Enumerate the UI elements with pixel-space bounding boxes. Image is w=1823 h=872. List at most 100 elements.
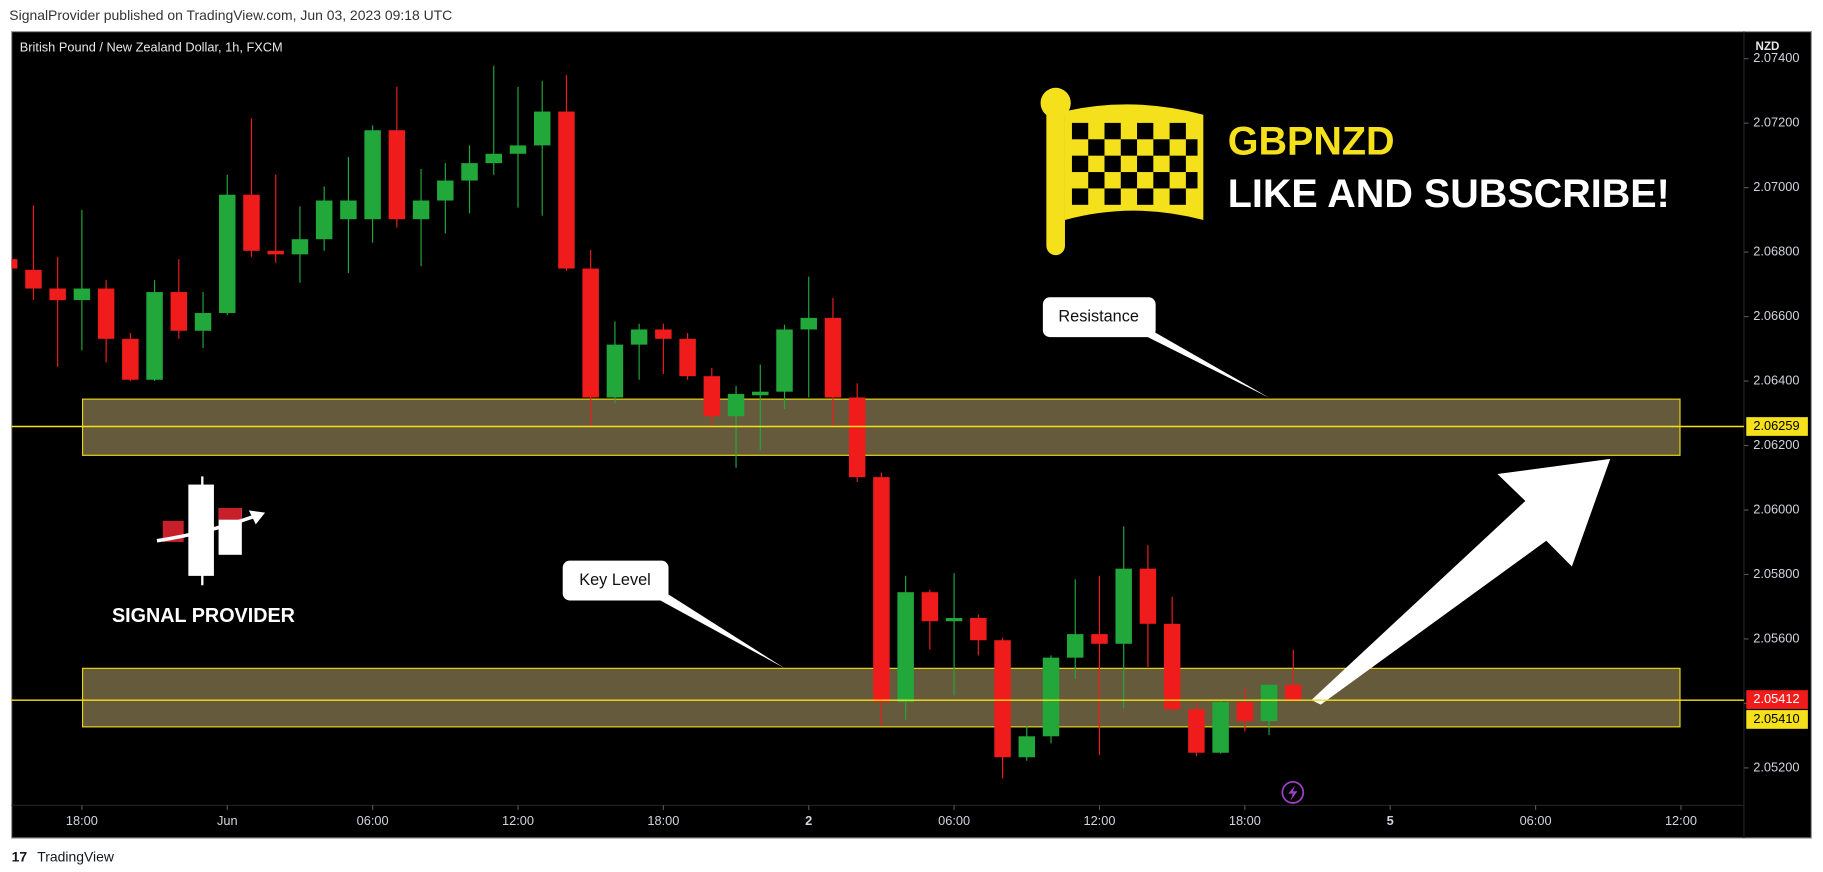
candle-body [1115,568,1132,644]
candle-body [1018,736,1036,758]
key-level-callout [562,560,785,669]
flag-icon [1040,87,1204,256]
resistance-label: Resistance [1058,307,1139,325]
last-price-label: 2.05412 [1753,691,1799,706]
x-tick-label: 12:00 [1665,813,1697,828]
resistance-zone [81,398,1681,456]
candle-body [703,376,721,417]
event-icon [1281,780,1305,804]
x-tick-label: 12:00 [1083,813,1115,828]
brand-logo [156,476,266,586]
y-tick-label: 2.05600 [1753,630,1799,645]
y-tick-label: 2.06000 [1753,501,1799,516]
resistance-callout [1042,297,1270,398]
x-tick-label: Jun [217,813,238,828]
candle-body [1212,702,1229,753]
candle-body [1067,634,1084,658]
axes: 2.052002.054002.056002.058002.060002.062… [11,50,1808,828]
candle-body [679,338,696,377]
x-tick-label: 06:00 [938,813,970,828]
candle-body [219,194,236,314]
candle-body [437,180,454,201]
x-tick-label: 5 [1387,813,1394,828]
candle-body [73,288,91,301]
y-tick-label: 2.07400 [1753,50,1799,65]
candle-body [897,592,914,703]
candle-body [776,329,793,392]
candle-body [630,329,648,345]
candle-body [1091,634,1108,644]
x-tick-label: 12:00 [502,813,534,828]
candle-body [1188,709,1205,753]
candle-body [848,397,866,478]
candle-body [291,239,309,255]
candle-body [800,317,817,330]
brand-name: SIGNAL PROVIDER [112,605,295,627]
candle-body [49,288,66,301]
candle-body [509,145,527,154]
candle-body [11,259,18,269]
x-tick-label: 18:00 [66,813,98,828]
x-tick-label: 2 [805,813,812,828]
price-line-box [1746,417,1808,436]
key-level-label: Key Level [579,571,650,589]
y-tick-label: 2.06600 [1753,308,1799,323]
candle-body [970,617,987,641]
candle-body [945,617,963,622]
candle-body [1260,684,1278,722]
price-line-box [1746,710,1808,729]
candle-body [364,130,381,220]
candle-body [824,317,842,398]
candle-body [146,292,163,380]
y-tick-label: 2.06400 [1753,372,1799,387]
currency-label: NZD [1756,40,1780,53]
symbol-banner: GBPNZD [1228,119,1395,163]
candle-body [606,344,624,398]
publish-header: SignalProvider published on TradingView.… [9,7,452,23]
candle-body [340,200,357,220]
candle-body [243,194,260,251]
candle-body [97,288,115,339]
candle-body [461,163,478,181]
candle-body [122,338,139,380]
candle-body [994,640,1011,758]
candle-body [533,111,551,146]
y-tick-label: 2.06200 [1753,437,1799,452]
candle-body [921,592,939,622]
x-tick-label: 18:00 [647,813,679,828]
x-tick-label: 06:00 [357,813,389,828]
up-arrow [1311,458,1611,705]
subscribe-banner: LIKE AND SUBSCRIBE! [1228,172,1670,216]
candle-body [582,268,599,398]
candle-body [194,313,212,331]
candle-body [1139,568,1157,624]
footer-logo: 17 [12,849,28,865]
candle-body [752,391,769,396]
event-bolt [1288,785,1298,801]
candle-body [412,200,430,220]
candle-body [558,111,575,269]
candle-body [1285,684,1302,700]
candle-body [1236,702,1254,722]
candle-body [1042,657,1060,737]
candle-body [1163,623,1181,710]
candle-body [727,393,745,417]
footer-bar [0,839,1823,872]
candle-body [315,200,333,240]
candle-body [388,130,406,220]
footer-text: TradingView [37,849,115,865]
candle-body [25,269,42,289]
candle-body [485,153,503,164]
x-tick-label: 06:00 [1520,813,1552,828]
candle-body [170,292,188,331]
candle-body [655,329,672,339]
y-tick-label: 2.05800 [1753,566,1799,581]
price-line-label: 2.05410 [1753,711,1799,726]
symbol-title: British Pound / New Zealand Dollar, 1h, … [20,39,283,54]
y-tick-label: 2.06800 [1753,243,1799,258]
candle-body [873,477,890,703]
candle-body [267,250,284,255]
last-price-box [1746,690,1808,709]
x-tick-label: 18:00 [1229,813,1261,828]
